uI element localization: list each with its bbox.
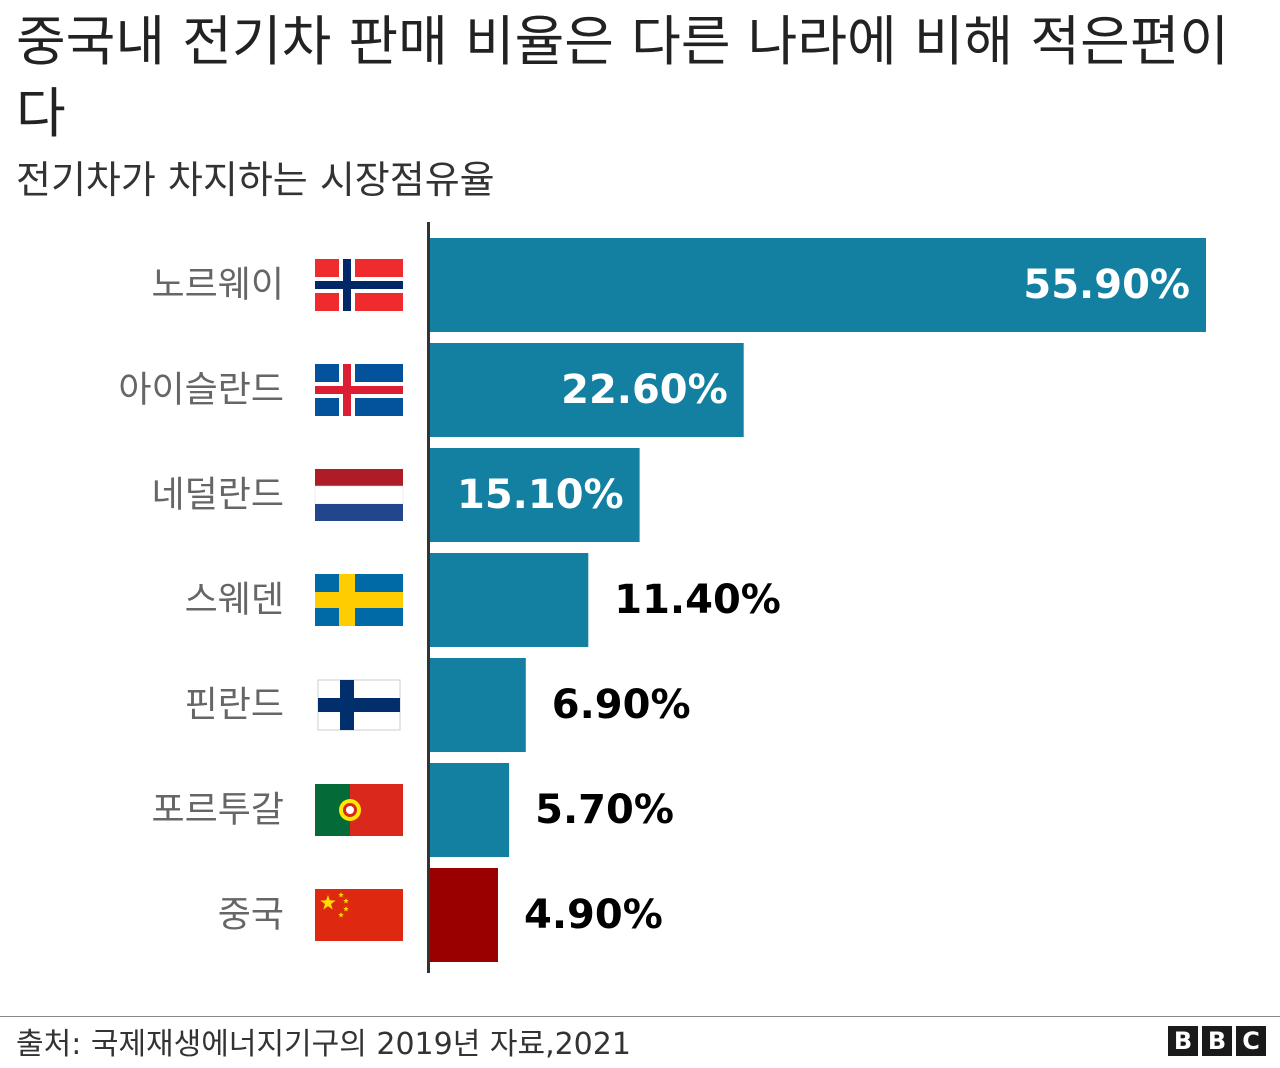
footer-divider	[0, 1016, 1280, 1017]
category-label: 포르투갈	[152, 790, 284, 831]
value-label: 4.90%	[524, 892, 663, 938]
sweden-flag-icon	[315, 574, 403, 626]
value-label: 6.90%	[552, 682, 691, 728]
source-note: 출처: 국제재생에너지기구의 2019년 자료,2021	[16, 1027, 631, 1062]
bar	[430, 238, 1206, 332]
norway-flag-icon	[315, 259, 403, 311]
finland-flag-icon	[317, 679, 401, 731]
bbc-logo-letter: B	[1168, 1026, 1198, 1056]
bar	[430, 763, 510, 857]
bar-chart: 노르웨이 55.90% 아이슬란드 22.60% 네덜란드 15.10% 스웨덴 11.40%…	[118, 222, 1206, 973]
iceland-flag-icon	[315, 364, 403, 416]
bar	[430, 553, 589, 647]
portugal-flag-icon	[315, 784, 403, 836]
china-flag-icon	[315, 889, 403, 941]
bbc-logo-letter: C	[1236, 1026, 1266, 1056]
value-label: 5.70%	[535, 787, 674, 833]
category-label: 핀란드	[185, 685, 284, 726]
value-label: 15.10%	[457, 472, 624, 518]
category-label: 네덜란드	[152, 475, 284, 516]
netherlands-flag-icon	[314, 469, 404, 521]
category-label: 중국	[218, 895, 284, 936]
value-label: 22.60%	[561, 367, 728, 413]
bar	[430, 343, 744, 437]
bar	[430, 658, 526, 752]
chart-subtitle: 전기차가 차지하는 시장점유율	[16, 158, 495, 202]
value-label: 11.40%	[614, 577, 781, 623]
category-label: 아이슬란드	[118, 370, 284, 411]
bbc-logo: B B C	[1168, 1026, 1266, 1056]
bar	[430, 868, 498, 962]
y-axis-baseline	[427, 222, 430, 973]
category-label: 스웨덴	[185, 580, 284, 621]
value-label: 55.90%	[1023, 262, 1190, 308]
category-label: 노르웨이	[152, 265, 284, 306]
chart-title: 중국내 전기차 판매 비율은 다른 나라에 비해 적은편이다	[16, 10, 1230, 145]
bar	[430, 448, 640, 542]
bbc-logo-letter: B	[1202, 1026, 1232, 1056]
